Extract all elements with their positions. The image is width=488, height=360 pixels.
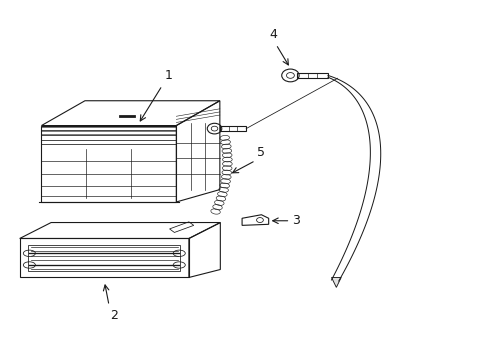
Text: 3: 3: [291, 214, 299, 227]
Text: 5: 5: [257, 146, 264, 159]
Polygon shape: [331, 278, 341, 287]
Text: 4: 4: [269, 28, 277, 41]
Text: 1: 1: [164, 69, 172, 82]
Text: 2: 2: [110, 309, 118, 322]
